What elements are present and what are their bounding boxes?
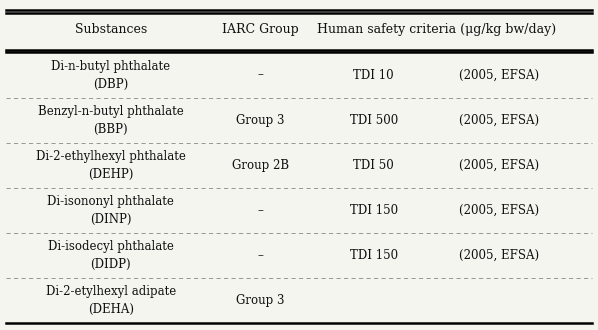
Text: (2005, EFSA): (2005, EFSA)	[459, 159, 539, 172]
Text: TDI 150: TDI 150	[350, 249, 398, 262]
Text: Di-isodecyl phthalate
(DIDP): Di-isodecyl phthalate (DIDP)	[48, 240, 173, 271]
Text: Group 3: Group 3	[236, 294, 285, 307]
Text: Di-isononyl phthalate
(DINP): Di-isononyl phthalate (DINP)	[47, 195, 174, 226]
Text: Group 2B: Group 2B	[231, 159, 289, 172]
Text: TDI 150: TDI 150	[350, 204, 398, 217]
Text: (2005, EFSA): (2005, EFSA)	[459, 204, 539, 217]
Text: TDI 500: TDI 500	[350, 114, 398, 127]
Text: Di-2-etylhexyl adipate
(DEHA): Di-2-etylhexyl adipate (DEHA)	[45, 285, 176, 316]
Text: Substances: Substances	[75, 23, 147, 36]
Text: TDI 50: TDI 50	[353, 159, 394, 172]
Text: Benzyl-n-butyl phthalate
(BBP): Benzyl-n-butyl phthalate (BBP)	[38, 105, 184, 136]
Text: Di-n-butyl phthalate
(DBP): Di-n-butyl phthalate (DBP)	[51, 59, 170, 90]
Text: Di-2-ethylhexyl phthalate
(DEHP): Di-2-ethylhexyl phthalate (DEHP)	[36, 150, 185, 181]
Text: IARC Group: IARC Group	[222, 23, 298, 36]
Text: (2005, EFSA): (2005, EFSA)	[459, 69, 539, 82]
Text: –: –	[257, 204, 263, 217]
Text: (2005, EFSA): (2005, EFSA)	[459, 114, 539, 127]
Text: Group 3: Group 3	[236, 114, 285, 127]
Text: –: –	[257, 69, 263, 82]
Text: –: –	[257, 249, 263, 262]
Text: TDI 10: TDI 10	[353, 69, 394, 82]
Text: (2005, EFSA): (2005, EFSA)	[459, 249, 539, 262]
Text: Human safety criteria (μg/kg bw/day): Human safety criteria (μg/kg bw/day)	[317, 23, 556, 36]
